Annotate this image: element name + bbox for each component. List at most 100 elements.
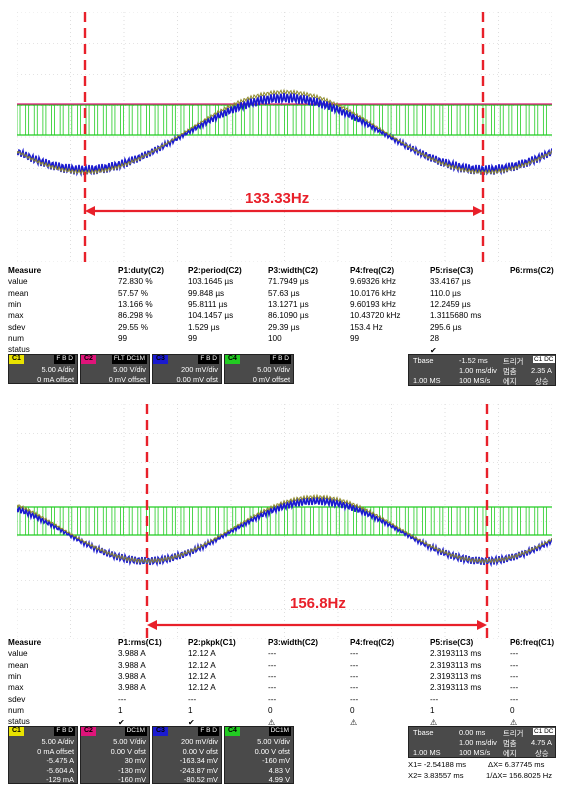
channel-panel-c3[interactable]: C3 F B D 200 mV/div 0.00 V ofst -163.34 mV -2…	[152, 726, 222, 784]
bottom-timebase-panel[interactable]: Tbase 0.00 ms 1.00 ms/div 1.00 MS 100 MS…	[408, 726, 556, 758]
period-arrow-right-head	[477, 620, 487, 630]
measure-cell: 12.2459 µs	[430, 299, 471, 309]
measure-row: status ✔	[0, 345, 563, 355]
channel-panel-c4[interactable]: C4 F B D 5.00 V/div 0 mV offset	[224, 354, 294, 384]
tbase-rate2: 100 MS/s	[459, 748, 491, 757]
trigger-level: 2.35 A	[531, 366, 552, 375]
channel-scale: 200 mV/div	[181, 737, 218, 746]
tbase-value: -1.52 ms	[459, 356, 488, 365]
measure-cell: 3.988 A	[118, 649, 146, 659]
channel-offset: 0 mA offset	[37, 374, 74, 384]
measure-cell: 57.63 µs	[268, 288, 300, 298]
top-scope: 133.33Hz Measure P1:duty(C2) P2:period(C2)…	[0, 0, 563, 388]
tbase-value: 0.00 ms	[459, 728, 486, 737]
channel-tag: C3	[153, 727, 168, 736]
measure-cell: 57.57 %	[118, 288, 149, 298]
period-arrow-left-head	[147, 620, 157, 630]
measure-cell[interactable]: P2:pkpk(C1)	[188, 638, 236, 647]
measure-cell[interactable]: P1:duty(C2)	[118, 266, 164, 275]
measure-cell: 28	[430, 333, 440, 343]
measure-row-label: value	[8, 277, 28, 287]
channel-cursor-value: 4.83 V	[268, 765, 290, 775]
measure-cell: 99.848 µs	[188, 288, 225, 298]
channel-coupling-flag: F B D	[198, 727, 219, 736]
measure-row-label: sdev	[8, 694, 26, 704]
measure-cell: 153.4 Hz	[350, 322, 383, 332]
channel-offset: 0 mV offset	[252, 374, 290, 384]
channel-panel-c1[interactable]: C1 F B D 5.00 A/div 0 mA offset	[8, 354, 78, 384]
tbase-rate2: 100 MS/s	[459, 376, 491, 385]
measure-cell: ---	[268, 671, 277, 681]
trigger-channel: C1 DC	[533, 728, 555, 735]
measure-cell[interactable]: P3:width(C2)	[268, 266, 319, 275]
measure-cell: ---	[268, 649, 277, 659]
measure-row-label: min	[8, 299, 22, 309]
channel-tag: C4	[225, 727, 240, 736]
measure-row: num 1 1 0 0 1 0	[0, 706, 563, 716]
channel-cursor-value: 4.99 V	[268, 775, 290, 784]
channel-coupling-flag: F B D	[54, 355, 75, 364]
measure-cell: 9.69326 kHz	[350, 277, 396, 287]
channel-tag: C1	[9, 727, 24, 736]
channel-scale: 200 mV/div	[181, 365, 218, 374]
measure-cell: ✔	[188, 718, 195, 728]
channel-coupling-flag: F B D	[198, 355, 219, 364]
measure-cell: 72.830 %	[118, 277, 153, 287]
channel-scale: 5.00 V/div	[113, 365, 146, 374]
channel-cursor-value: -130 mV	[118, 765, 146, 775]
channel-panel-c3[interactable]: C3 F B D 200 mV/div 0.00 mV ofst	[152, 354, 222, 384]
measure-cell: ✔	[430, 346, 437, 356]
measure-cell: 103.1645 µs	[188, 277, 234, 287]
measure-cell[interactable]: P5:rise(C3)	[430, 638, 474, 647]
measure-cell[interactable]: P5:rise(C3)	[430, 266, 474, 275]
measure-cell: 100	[268, 333, 282, 343]
measure-row: value 72.830 % 103.1645 µs 71.7949 µs 9.6932…	[0, 277, 563, 287]
measure-row: value 3.988 A 12.12 A --- --- 2.3193113 ms ---	[0, 649, 563, 659]
channel-coupling-flag: F B D	[54, 727, 75, 736]
channel-tag: C1	[9, 355, 24, 364]
measure-row-label: status	[8, 717, 30, 727]
measure-header-row: Measure P1:rms(C1) P2:pkpk(C1) P3:width(C2)…	[0, 638, 563, 648]
measure-cell[interactable]: P2:period(C2)	[188, 266, 242, 275]
channel-scale: 5.00 A/div	[41, 737, 74, 746]
top-frequency-annotation: 133.33Hz	[245, 190, 310, 207]
measure-row-label: max	[8, 311, 24, 321]
measure-cell: ---	[510, 683, 519, 693]
channel-panel-c2[interactable]: C2 FLT DC1M 5.00 V/div 0 mV offset	[80, 354, 150, 384]
trigger-type: 에지	[503, 377, 517, 386]
measure-row: mean 57.57 % 99.848 µs 57.63 µs 10.0176 kHz 1…	[0, 289, 563, 299]
measure-cell[interactable]: P1:rms(C1)	[118, 638, 162, 647]
channel-cursor-value: -160 mV	[262, 756, 290, 765]
measure-cell[interactable]: P6:freq(C1)	[510, 638, 555, 647]
measure-cell: 1.3115680 ms	[430, 311, 482, 321]
measure-cell: 2.3193113 ms	[430, 683, 482, 693]
measure-cell[interactable]: P3:width(C2)	[268, 638, 319, 647]
top-waveform-plot	[17, 12, 552, 262]
cursor-x1: X1= -2.54188 ms	[408, 760, 467, 769]
tbase-label: Tbase	[413, 356, 434, 365]
channel-tag: C2	[81, 355, 96, 364]
channel-panel-c1[interactable]: C1 F B D 5.00 A/div 0 mA offset -5.475 A -5.6…	[8, 726, 78, 784]
measure-row-label: Measure	[8, 266, 42, 275]
measure-cell[interactable]: P4:freq(C2)	[350, 266, 395, 275]
measure-cell[interactable]: P6:rms(C2)	[510, 266, 554, 275]
measure-cell: 12.12 A	[188, 683, 216, 693]
period-arrow-right-head	[473, 206, 483, 216]
measure-row: num 99 99 100 99 28	[0, 334, 563, 344]
measure-cell: 95.8111 µs	[188, 299, 228, 309]
measure-cell: ---	[118, 694, 127, 704]
trigger-type: 에지	[503, 749, 517, 758]
trigger-level: 4.75 A	[531, 738, 552, 747]
measure-cell: 0	[510, 705, 515, 715]
measure-cell: 1	[118, 705, 123, 715]
c1-trace	[17, 88, 552, 176]
top-timebase-panel[interactable]: Tbase -1.52 ms 1.00 ms/div 1.00 MS 100 M…	[408, 354, 556, 386]
channel-cursor-value: -5.604 A	[46, 765, 74, 775]
tbase-rate1: 1.00 MS	[413, 748, 441, 757]
measure-header-row: Measure P1:duty(C2) P2:period(C2) P3:width(…	[0, 266, 563, 276]
channel-scale: 5.00 V/div	[113, 737, 146, 746]
channel-panel-c4[interactable]: C4 DC1M 5.00 V/div 0.00 V ofst -160 mV 4.83 V…	[224, 726, 294, 784]
measure-cell[interactable]: P4:freq(C2)	[350, 638, 395, 647]
measure-cell: 295.6 µs	[430, 322, 462, 332]
channel-panel-c2[interactable]: C2 DC1M 5.00 V/div 0.00 V ofst 30 mV -130 mV -…	[80, 726, 150, 784]
